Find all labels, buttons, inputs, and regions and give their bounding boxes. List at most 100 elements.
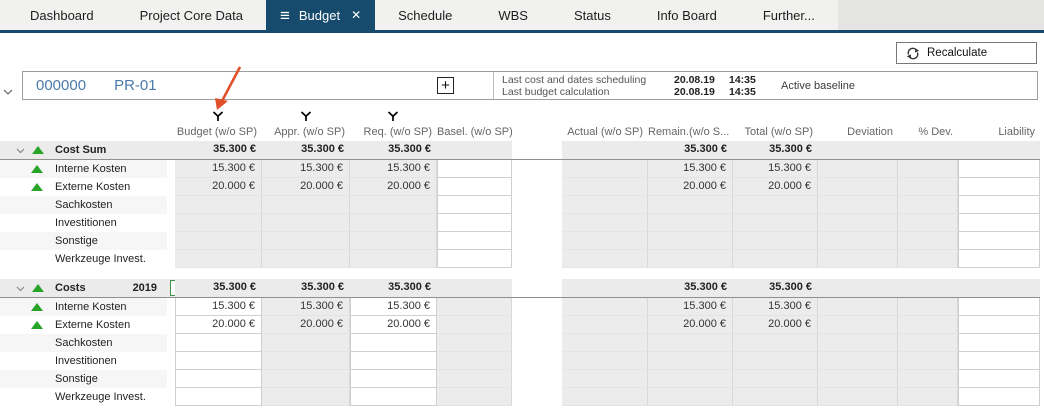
column-header-pdev[interactable]: % Dev. <box>918 126 953 138</box>
tab-wbs[interactable]: WBS <box>498 7 528 23</box>
tab-info-board[interactable]: Info Board <box>656 7 717 23</box>
cell-basel[interactable] <box>437 214 512 232</box>
column-header-actual[interactable]: Actual (w/o SP) <box>567 126 643 138</box>
cell-req[interactable]: 15.300 € <box>350 298 437 316</box>
cell-budget[interactable]: 20.000 € <box>175 316 262 334</box>
cell-deviation <box>818 298 898 316</box>
column-filter-icon-budget[interactable] <box>212 109 224 127</box>
cell-basel[interactable] <box>437 178 512 196</box>
row-label-cell: Werkzeuge Invest. <box>0 250 175 268</box>
cell-remain: 20.000 € <box>648 178 733 196</box>
active-baseline-label: Active baseline <box>781 79 855 92</box>
status-indicator-icon <box>32 284 44 292</box>
cell-liability[interactable] <box>958 196 1040 214</box>
recalculate-label: Recalculate <box>927 47 988 59</box>
project-info-panel: Last cost and dates scheduling 20.08.19 … <box>493 72 1037 99</box>
tab-further[interactable]: Further... <box>762 7 815 23</box>
row-label-cell: Sachkosten <box>0 196 175 214</box>
row-label: Interne Kosten <box>55 301 127 313</box>
row-label-area: Sachkosten <box>0 196 167 214</box>
recalculate-button[interactable]: Recalculate <box>896 42 1037 64</box>
cell-basel[interactable] <box>437 160 512 178</box>
cell-req[interactable] <box>350 388 437 406</box>
cell-liability[interactable] <box>958 370 1040 388</box>
row-indicator-slot <box>31 321 44 329</box>
cell-pdev <box>898 196 958 214</box>
column-header-remain[interactable]: Remain.(w/o S... <box>648 126 730 138</box>
cell-liability[interactable] <box>958 298 1040 316</box>
cell-budget[interactable]: 15.300 € <box>175 298 262 316</box>
column-header-liability[interactable]: Liability <box>998 126 1035 138</box>
cell-basel <box>437 316 512 334</box>
cell-liability[interactable] <box>958 352 1040 370</box>
close-icon[interactable]: ✕ <box>351 8 362 22</box>
tab-dashboard[interactable]: Dashboard <box>30 7 94 23</box>
group-title: Cost Sum <box>55 144 107 156</box>
column-filter-icon-req[interactable] <box>387 109 399 127</box>
table-row: Externe Kosten 20.000 €20.000 €20.000 €20… <box>0 316 1040 334</box>
column-header-budget[interactable]: Budget (w/o SP) <box>176 126 257 138</box>
column-header-deviation[interactable]: Deviation <box>847 126 893 138</box>
cell-basel[interactable] <box>437 232 512 250</box>
cell-liability[interactable] <box>958 388 1040 406</box>
cell-basel[interactable] <box>437 196 512 214</box>
column-header-req[interactable]: Req. (w/o SP) <box>363 126 432 138</box>
cell-basel[interactable] <box>437 250 512 268</box>
column-gap <box>512 141 562 159</box>
column-gap <box>512 279 562 297</box>
cell-total <box>733 214 818 232</box>
table-row: Interne Kosten 15.300 €15.300 €15.300 €15… <box>0 298 1040 316</box>
tab-budget[interactable]: ≡ Budget ✕ <box>265 0 376 30</box>
cell-budget: 20.000 € <box>175 178 262 196</box>
cell-liability[interactable] <box>958 178 1040 196</box>
cell-req[interactable] <box>350 352 437 370</box>
column-header-total[interactable]: Total (w/o SP) <box>744 126 813 138</box>
cell-req[interactable]: 20.000 € <box>350 316 437 334</box>
cell-budget[interactable] <box>175 334 262 352</box>
cell-liability[interactable] <box>958 160 1040 178</box>
cell-appr: 15.300 € <box>262 298 350 316</box>
add-button[interactable]: + <box>437 77 454 94</box>
column-header-basel[interactable]: Basel. (w/o SP) <box>437 126 512 138</box>
column-filter-icon-appr[interactable] <box>300 109 312 127</box>
table-row: Sonstige <box>0 370 1040 388</box>
cell-liability[interactable] <box>958 316 1040 334</box>
group-cell-actual <box>562 279 648 297</box>
project-header: 000000 PR-01 + Last cost and dates sched… <box>22 71 1038 100</box>
tab-status[interactable]: Status <box>573 7 611 23</box>
budget-calc-date: 20.08.19 <box>674 85 715 98</box>
cell-liability[interactable] <box>958 250 1040 268</box>
menu-icon[interactable]: ≡ <box>279 5 290 25</box>
scheduling-info: Last cost and dates scheduling 20.08.19 … <box>502 74 771 98</box>
row-label-area: Sonstige <box>0 232 167 250</box>
cell-budget[interactable] <box>175 388 262 406</box>
row-label: Externe Kosten <box>55 181 131 193</box>
row-label-cell: Sonstige <box>0 370 175 388</box>
cell-req[interactable] <box>350 334 437 352</box>
cell-liability[interactable] <box>958 334 1040 352</box>
cell-budget[interactable] <box>175 370 262 388</box>
row-label: Sonstige <box>55 373 98 385</box>
cell-req[interactable] <box>350 370 437 388</box>
group-collapse-chevron[interactable] <box>16 141 25 159</box>
row-label-area: Sonstige <box>0 370 167 388</box>
cell-liability[interactable] <box>958 214 1040 232</box>
cell-deviation <box>818 334 898 352</box>
project-id[interactable]: PR-01 <box>114 77 157 94</box>
tab-project-core-data[interactable]: Project Core Data <box>139 7 243 23</box>
project-number[interactable]: 000000 <box>36 77 87 94</box>
group-cell-budget: 35.300 € <box>175 279 262 297</box>
cell-budget[interactable] <box>175 352 262 370</box>
column-header-appr[interactable]: Appr. (w/o SP) <box>274 126 345 138</box>
group-cell-deviation <box>818 141 898 159</box>
project-collapse-chevron[interactable] <box>3 82 13 100</box>
tab-schedule[interactable]: Schedule <box>398 7 453 23</box>
budget-calc-label: Last budget calculation <box>502 85 610 98</box>
cell-pdev <box>898 214 958 232</box>
group-collapse-chevron[interactable] <box>16 279 25 297</box>
group-cell-total: 35.300 € <box>733 279 818 297</box>
cell-liability[interactable] <box>958 232 1040 250</box>
cell-req <box>350 214 437 232</box>
column-gap <box>512 232 562 250</box>
